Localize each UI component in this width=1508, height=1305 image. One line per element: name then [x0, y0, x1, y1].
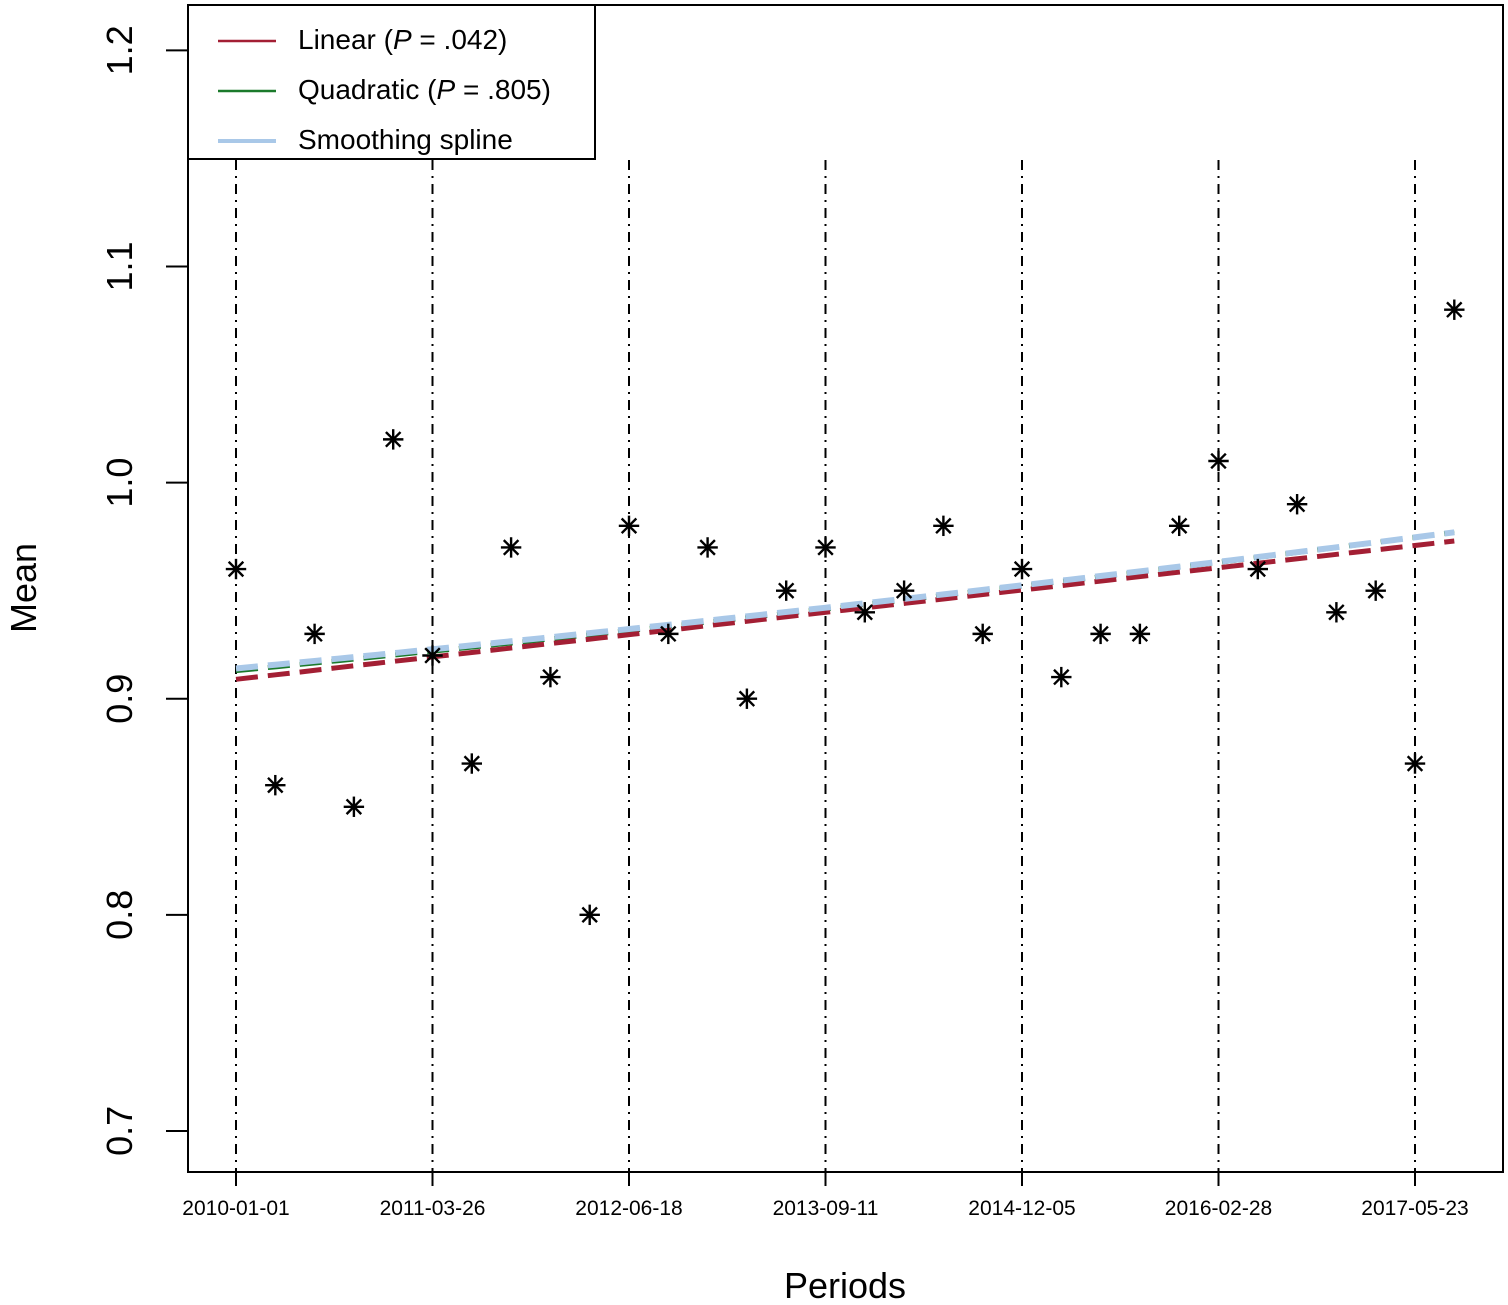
legend-box [187, 4, 596, 160]
data-point [933, 515, 954, 537]
x-tick-label: 2017-05-23 [1361, 1197, 1468, 1220]
y-tick-label: 0.8 [99, 890, 140, 940]
data-point [265, 774, 286, 796]
data-point [500, 537, 522, 558]
fit-lines [235, 529, 1455, 682]
plot-frame [187, 4, 1504, 1173]
x-axis-label: Periods [784, 1265, 906, 1305]
legend-label: Smoothing spline [298, 124, 513, 155]
y-tick-label: 1.2 [99, 25, 140, 75]
data-point [736, 688, 758, 709]
data-point [461, 753, 482, 774]
fit-line-smoothing-spline [235, 529, 1455, 672]
legend: Linear (P = .042) Quadratic (P = .805) Smo… [187, 4, 596, 160]
data-point [1011, 558, 1033, 580]
data-point [1129, 623, 1151, 645]
data-point [540, 666, 561, 688]
legend-label: Linear (P = .042) [298, 24, 507, 55]
data-point [697, 537, 718, 558]
data-point [1051, 666, 1072, 688]
y-axis: 0.7 0.8 0.9 1.0 1.1 1.2 [99, 25, 188, 1156]
x-tick-label: 2014-12-05 [968, 1197, 1075, 1220]
x-tick-label: 2011-03-26 [380, 1197, 486, 1220]
y-axis-label: Mean [3, 543, 44, 633]
data-point [854, 602, 875, 623]
data-point [893, 580, 915, 601]
x-tick-label: 2012-06-18 [575, 1197, 682, 1220]
data-point [1444, 299, 1465, 320]
x-tick-label: 2013-09-11 [773, 1197, 879, 1220]
data-point [1168, 515, 1190, 537]
x-axis: 2010-01-01 2011-03-26 2012-06-18 2013-09-11… [182, 1172, 1469, 1220]
data-point [972, 623, 993, 645]
data-point [225, 558, 247, 580]
data-point [1404, 753, 1426, 774]
data-point [776, 580, 797, 601]
y-tick-label: 0.9 [99, 674, 140, 724]
data-point [1247, 558, 1269, 580]
data-point [383, 429, 404, 450]
data-point [1286, 494, 1308, 515]
legend-label: Quadratic (P = .805) [298, 74, 551, 105]
x-tick-label: 2016-02-28 [1165, 1197, 1272, 1220]
data-points [225, 299, 1465, 926]
data-point [1208, 450, 1229, 472]
data-point [422, 645, 443, 666]
data-point [1090, 623, 1111, 645]
vertical-reference-lines [235, 160, 1416, 1172]
x-tick-label: 2010-01-01 [182, 1197, 289, 1220]
data-point [304, 623, 325, 645]
fit-line-linear [235, 538, 1455, 682]
data-point [815, 537, 836, 558]
data-point [343, 796, 365, 817]
data-point [1326, 602, 1347, 623]
y-tick-label: 0.7 [99, 1106, 140, 1156]
data-point [618, 515, 640, 537]
data-point [579, 904, 600, 926]
y-tick-label: 1.0 [99, 458, 140, 508]
data-point [658, 623, 679, 645]
y-tick-label: 1.1 [99, 241, 140, 291]
data-point [1365, 580, 1386, 601]
